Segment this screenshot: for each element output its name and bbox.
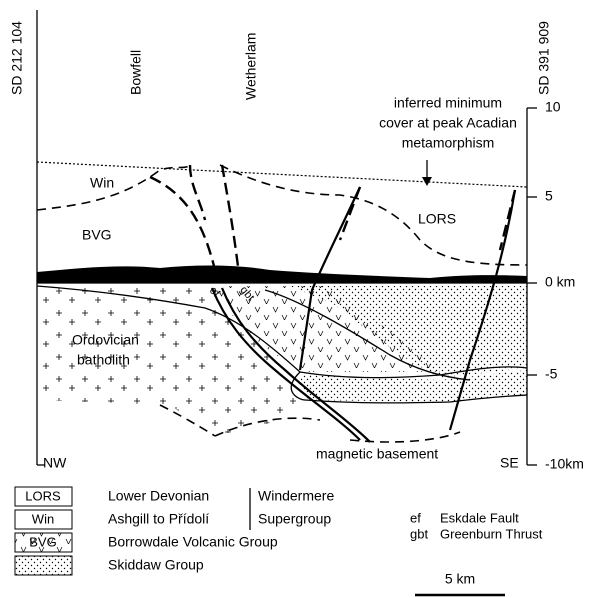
legend-code: LORS <box>25 488 61 503</box>
abbr-name: Greenburn Thrust <box>440 526 543 541</box>
abbr-code: gbt <box>410 526 428 541</box>
place: Wetherlam <box>243 33 259 100</box>
depth-tick-label: 10 <box>545 99 561 115</box>
legend-name: Skiddaw Group <box>108 557 204 573</box>
place: Bowfell <box>128 50 144 95</box>
unit-label: Ordovician <box>72 332 139 348</box>
section-fills <box>37 265 527 436</box>
abbr-name: Eskdale Fault <box>440 510 519 525</box>
legend <box>14 486 505 597</box>
unit-label: Win <box>90 175 114 191</box>
right-grid-ref: SD 391 909 <box>536 21 552 95</box>
unit-label: BVG <box>82 227 112 243</box>
depth-tick-label: -5 <box>545 366 558 382</box>
unit-label: batholith <box>77 352 130 368</box>
unit-label: LORS <box>418 211 456 227</box>
legend-name: Lower Devonian <box>108 488 209 504</box>
annotation: metamorphism <box>402 135 495 151</box>
left-grid-ref: SD 212 104 <box>9 21 25 95</box>
legend-code: Win <box>32 511 54 526</box>
legend-group: Windermere <box>258 488 334 504</box>
annotation: cover at peak Acadian <box>379 115 517 131</box>
unit-label: magnetic basement <box>316 446 438 462</box>
depth-tick-label: 0 km <box>545 274 575 290</box>
direction: SE <box>500 455 519 471</box>
legend-name: Borrowdale Volcanic Group <box>108 534 278 550</box>
geology-lines <box>36 160 528 443</box>
direction: NW <box>43 455 67 471</box>
annotation: inferred minimum <box>394 95 502 111</box>
legend-group: Supergroup <box>258 511 331 527</box>
depth-tick-label: 5 <box>545 188 553 204</box>
legend-code: BVG <box>29 534 56 549</box>
abbr-code: ef <box>410 510 421 525</box>
right-ticks <box>527 107 537 466</box>
scale-bar-label: 5 km <box>445 571 475 587</box>
depth-tick-label: -10km <box>545 456 584 472</box>
legend-name: Ashgill to Přídolí <box>108 511 209 527</box>
